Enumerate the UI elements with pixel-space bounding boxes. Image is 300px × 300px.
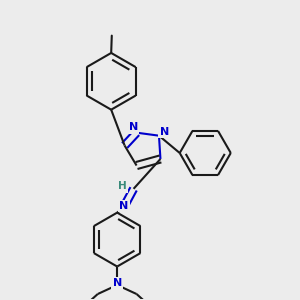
Text: N: N <box>160 127 169 137</box>
Text: N: N <box>119 201 129 211</box>
Text: N: N <box>112 278 122 288</box>
Text: N: N <box>129 122 138 132</box>
Text: H: H <box>118 182 127 191</box>
